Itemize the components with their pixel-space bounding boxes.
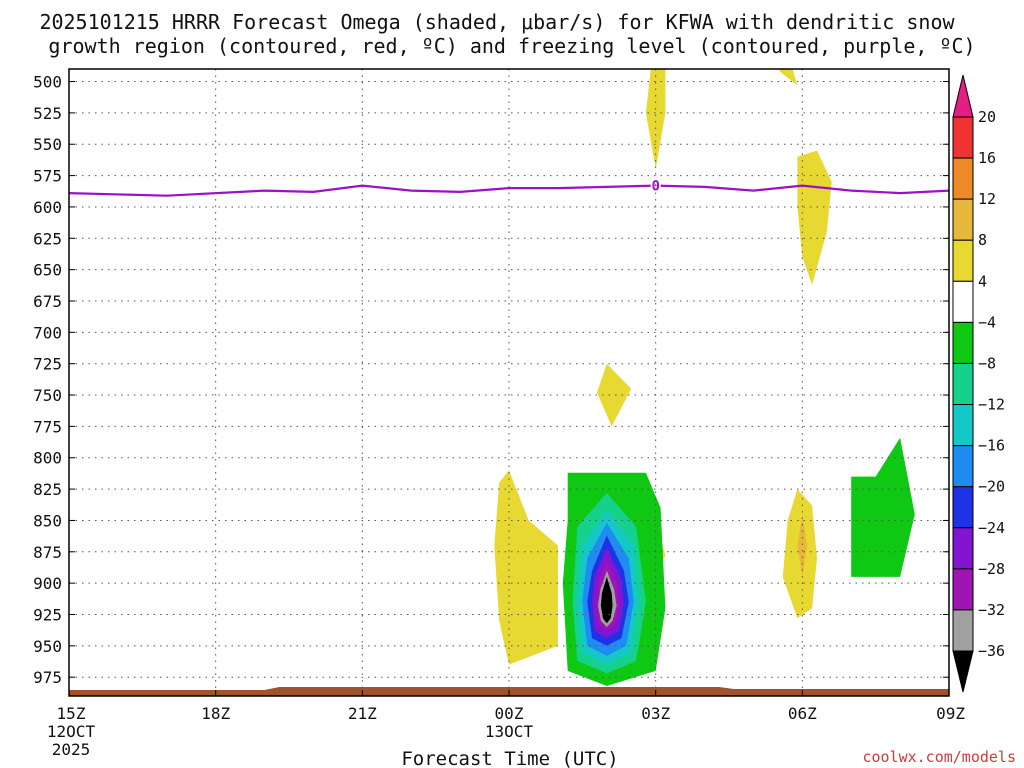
colorbar-swatch-8 bbox=[952, 404, 974, 447]
x-tick-label-00Z: 00Z bbox=[495, 704, 524, 723]
omega-region-upward-weak-0300-upper bbox=[645, 69, 666, 170]
x-tick-label-18Z: 18Z bbox=[201, 704, 230, 723]
omega-region-upward-weak-0000-low bbox=[494, 470, 558, 665]
credit-text: coolwx.com/models bbox=[862, 748, 1016, 766]
y-tick-label-550: 550 bbox=[33, 135, 62, 154]
colorbar-swatch-4 bbox=[952, 239, 974, 282]
colorbar-swatch-7 bbox=[952, 362, 974, 406]
freezing-level-contour: 0 bbox=[68, 176, 950, 197]
y-tick-label-825: 825 bbox=[33, 480, 62, 499]
colorbar-swatch-13 bbox=[952, 609, 974, 652]
x-tick-label-06Z: 06Z bbox=[788, 704, 817, 723]
colorbar-label-10: −24 bbox=[978, 519, 1005, 537]
y-tick-label-900: 900 bbox=[33, 574, 62, 593]
x-tick-label-09Z: 09Z bbox=[936, 704, 965, 723]
y-tick-label-700: 700 bbox=[33, 323, 62, 342]
omega-region-downward-black-0200 bbox=[600, 576, 613, 624]
omega-region-downward-0800 bbox=[851, 437, 915, 577]
y-tick-label-850: 850 bbox=[33, 511, 62, 530]
y-tick-label-800: 800 bbox=[33, 449, 62, 468]
x-axis-label: Forecast Time (UTC) bbox=[401, 748, 618, 768]
colorbar-label-5: −4 bbox=[978, 313, 996, 331]
colorbar-swatch-12 bbox=[952, 568, 974, 611]
omega-region-upward-weak-0500-top bbox=[777, 69, 798, 86]
freezing-level-label: 0 bbox=[651, 179, 659, 195]
freezing-level-line bbox=[68, 184, 950, 197]
x-tick-date-15Z: 12OCT bbox=[47, 722, 96, 741]
colorbar-swatch-5 bbox=[952, 280, 974, 323]
colorbar-swatch-2 bbox=[952, 157, 974, 200]
chart-title-line-2: growth region (contoured, red, ºC) and f… bbox=[48, 34, 975, 58]
colorbar-label-3: 8 bbox=[978, 231, 987, 249]
omega-region-upward-weak-0200-750 bbox=[597, 363, 632, 427]
x-tick-label-15Z: 15Z bbox=[57, 704, 86, 723]
colorbar-label-7: −12 bbox=[978, 396, 1005, 414]
y-tick-label-625: 625 bbox=[33, 229, 62, 248]
y-tick-label-675: 675 bbox=[33, 292, 62, 311]
colorbar-label-4: 4 bbox=[978, 272, 987, 290]
omega-region-upward-moderate-0600-low bbox=[797, 515, 808, 577]
colorbar-label-1: 16 bbox=[978, 149, 996, 167]
colorbar-label-0: 20 bbox=[978, 108, 996, 126]
colorbar-label-9: −20 bbox=[978, 478, 1005, 496]
x-tick-label-21Z: 21Z bbox=[348, 704, 377, 723]
x-tick-label-03Z: 03Z bbox=[641, 704, 670, 723]
grid-lines bbox=[69, 69, 949, 696]
colorbar-top-arrow bbox=[952, 74, 974, 118]
y-tick-label-500: 500 bbox=[33, 73, 62, 92]
chart-title-line-1: 2025101215 HRRR Forecast Omega (shaded, … bbox=[39, 10, 955, 34]
colorbar-bottom-arrow bbox=[952, 650, 974, 693]
y-tick-label-525: 525 bbox=[33, 104, 62, 123]
y-tick-label-750: 750 bbox=[33, 386, 62, 405]
colorbar-swatch-10 bbox=[952, 486, 974, 529]
y-tick-label-925: 925 bbox=[33, 605, 62, 624]
y-tick-label-725: 725 bbox=[33, 355, 62, 374]
freezing-level-label-bg bbox=[650, 176, 661, 193]
colorbar-label-11: −28 bbox=[978, 560, 1005, 578]
colorbar-swatch-11 bbox=[952, 527, 974, 570]
colorbar-swatch-3 bbox=[952, 198, 974, 241]
y-tick-label-875: 875 bbox=[33, 543, 62, 562]
y-tick-label-950: 950 bbox=[33, 637, 62, 656]
colorbar-label-13: −36 bbox=[978, 642, 1005, 660]
y-tick-label-650: 650 bbox=[33, 261, 62, 280]
y-tick-label-600: 600 bbox=[33, 198, 62, 217]
colorbar-swatch-9 bbox=[952, 445, 974, 488]
omega-shaded-regions bbox=[494, 69, 915, 686]
colorbar: 20 16 12 8 4 −4 −8 −12 −16 −20 −24 −28 −32 −36 bbox=[952, 74, 1005, 693]
x-tick-date-00Z: 13OCT bbox=[485, 722, 534, 741]
colorbar-label-6: −8 bbox=[978, 354, 996, 372]
colorbar-label-2: 12 bbox=[978, 190, 996, 208]
colorbar-label-8: −16 bbox=[978, 437, 1005, 455]
y-tick-label-975: 975 bbox=[33, 668, 62, 687]
y-axis-ticks: 500 525 550 575 600 625 650 675 700 725 750 775 800 8… bbox=[33, 73, 949, 687]
x-tick-year-15Z: 2025 bbox=[52, 740, 91, 759]
colorbar-label-12: −32 bbox=[978, 601, 1005, 619]
omega-region-upward-weak-0600-mid bbox=[797, 150, 832, 285]
colorbar-swatch-6 bbox=[952, 321, 974, 364]
y-tick-label-775: 775 bbox=[33, 417, 62, 436]
y-tick-label-575: 575 bbox=[33, 167, 62, 186]
colorbar-swatch-1 bbox=[952, 116, 974, 159]
